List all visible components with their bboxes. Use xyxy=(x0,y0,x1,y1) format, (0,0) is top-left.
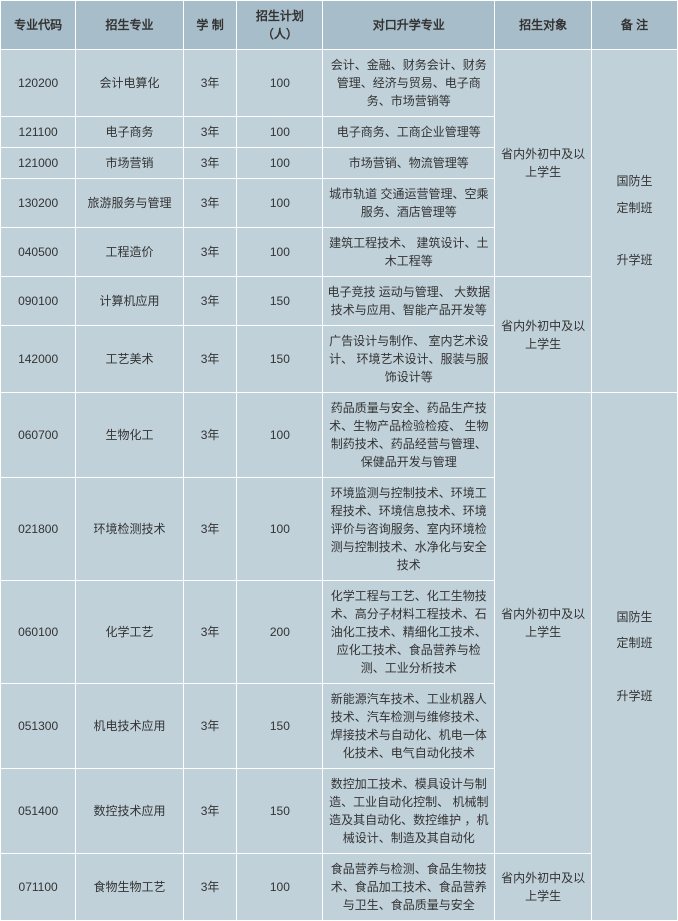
cell-code: 130200 xyxy=(1,179,76,228)
cell-pathway: 市场营销、物流管理等 xyxy=(323,148,495,179)
cell-code: 142000 xyxy=(1,326,76,393)
cell-code: 090100 xyxy=(1,277,76,326)
cell-pathway: 会计、金融、财务会计、财务管理、经济与贸易、电子商务、市场营销等 xyxy=(323,50,495,117)
header-plan: 招生计划（人） xyxy=(237,1,323,50)
cell-pathway: 环境监测与控制技术、环境工程技术、环境信息技术、环境评价与咨询服务、室内环境检测… xyxy=(323,478,495,581)
cell-pathway: 化学工程与工艺、化工生物技术、高分子材料工程技术、石油化工技术、精细化工技术、应… xyxy=(323,581,495,684)
cell-pathway: 药品质量与安全、药品生产技术、生物产品检验检疫、 生物制药技术、药品经营与管理、… xyxy=(323,393,495,478)
cell-target: 省内外初中及以上学生 xyxy=(495,50,592,277)
cell-plan: 100 xyxy=(237,854,323,921)
cell-plan: 150 xyxy=(237,277,323,326)
cell-plan: 200 xyxy=(237,581,323,684)
header-row: 专业代码 招生专业 学 制 招生计划（人） 对口升学专业 招生对象 备 注 xyxy=(1,1,678,50)
cell-major: 食物生物工艺 xyxy=(76,854,183,921)
cell-code: 021800 xyxy=(1,478,76,581)
cell-major: 环境检测技术 xyxy=(76,478,183,581)
table-row: 060700 生物化工 3年 100 药品质量与安全、药品生产技术、生物产品检验… xyxy=(1,393,678,478)
cell-pathway: 广告设计与制作、 室内艺术设计、 环境艺术设计、服装与服饰设计等 xyxy=(323,326,495,393)
cell-duration: 3年 xyxy=(183,854,237,921)
cell-target: 省内外初中及以上学生 xyxy=(495,393,592,854)
cell-code: 051400 xyxy=(1,769,76,854)
cell-plan: 100 xyxy=(237,393,323,478)
cell-plan: 100 xyxy=(237,148,323,179)
cell-pathway: 数控加工技术、模具设计与制造、工业自动化控制、 机械制造及其自动化、数控维护 ，… xyxy=(323,769,495,854)
remark-line1: 国防生 xyxy=(616,174,652,188)
cell-duration: 3年 xyxy=(183,50,237,117)
cell-pathway: 电子竞技 运动与管理、 大数据技术与应用、智能产品开发等 xyxy=(323,277,495,326)
cell-plan: 150 xyxy=(237,684,323,769)
cell-duration: 3年 xyxy=(183,117,237,148)
cell-duration: 3年 xyxy=(183,148,237,179)
cell-duration: 3年 xyxy=(183,478,237,581)
cell-target: 省内外初中及以上学生 xyxy=(495,277,592,393)
cell-pathway: 电子商务、工商企业管理等 xyxy=(323,117,495,148)
header-major: 招生专业 xyxy=(76,1,183,50)
cell-plan: 100 xyxy=(237,478,323,581)
cell-plan: 100 xyxy=(237,117,323,148)
cell-duration: 3年 xyxy=(183,684,237,769)
enrollment-table: 专业代码 招生专业 学 制 招生计划（人） 对口升学专业 招生对象 备 注 12… xyxy=(0,0,678,921)
cell-major: 机电技术应用 xyxy=(76,684,183,769)
cell-plan: 150 xyxy=(237,769,323,854)
cell-code: 040500 xyxy=(1,228,76,277)
cell-plan: 100 xyxy=(237,179,323,228)
cell-remark: 国防生定制班升学班 xyxy=(591,50,677,393)
header-code: 专业代码 xyxy=(1,1,76,50)
header-pathway: 对口升学专业 xyxy=(323,1,495,50)
cell-major: 工艺美术 xyxy=(76,326,183,393)
cell-major: 电子商务 xyxy=(76,117,183,148)
cell-code: 060100 xyxy=(1,581,76,684)
cell-code: 120200 xyxy=(1,50,76,117)
cell-duration: 3年 xyxy=(183,277,237,326)
cell-target: 省内外初中及以上学生 xyxy=(495,854,592,921)
remark-line1: 国防生 xyxy=(616,610,652,624)
cell-duration: 3年 xyxy=(183,769,237,854)
cell-pathway: 城市轨道 交通运营管理、空乘服务、酒店管理等 xyxy=(323,179,495,228)
cell-pathway: 新能源汽车技术、工业机器人技术、汽车检测与维修技术、焊接技术与自动化、机电一体化… xyxy=(323,684,495,769)
cell-major: 生物化工 xyxy=(76,393,183,478)
table-row: 120200 会计电算化 3年 100 会计、金融、财务会计、财务管理、经济与贸… xyxy=(1,50,678,117)
remark-line3: 升学班 xyxy=(616,689,652,703)
table-body: 120200 会计电算化 3年 100 会计、金融、财务会计、财务管理、经济与贸… xyxy=(1,50,678,921)
cell-code: 060700 xyxy=(1,393,76,478)
cell-major: 计算机应用 xyxy=(76,277,183,326)
remark-line2: 定制班 xyxy=(616,201,652,215)
cell-pathway: 建筑工程技术、 建筑设计、土木工程等 xyxy=(323,228,495,277)
cell-code: 121000 xyxy=(1,148,76,179)
cell-code: 051300 xyxy=(1,684,76,769)
cell-code: 121100 xyxy=(1,117,76,148)
cell-major: 会计电算化 xyxy=(76,50,183,117)
cell-duration: 3年 xyxy=(183,581,237,684)
header-duration: 学 制 xyxy=(183,1,237,50)
cell-pathway: 食品营养与检测、食品生物技术、食品加工技术、食品营养与卫生、食品质量与安全 xyxy=(323,854,495,921)
cell-code: 071100 xyxy=(1,854,76,921)
table-row: 090100 计算机应用 3年 150 电子竞技 运动与管理、 大数据技术与应用… xyxy=(1,277,678,326)
header-remark: 备 注 xyxy=(591,1,677,50)
cell-major: 旅游服务与管理 xyxy=(76,179,183,228)
remark-line2: 定制班 xyxy=(616,636,652,650)
cell-duration: 3年 xyxy=(183,179,237,228)
cell-duration: 3年 xyxy=(183,326,237,393)
header-target: 招生对象 xyxy=(495,1,592,50)
cell-duration: 3年 xyxy=(183,393,237,478)
cell-plan: 100 xyxy=(237,50,323,117)
remark-line3: 升学班 xyxy=(616,253,652,267)
cell-plan: 100 xyxy=(237,228,323,277)
table-row: 071100 食物生物工艺 3年 100 食品营养与检测、食品生物技术、食品加工… xyxy=(1,854,678,921)
cell-major: 数控技术应用 xyxy=(76,769,183,854)
cell-major: 化学工艺 xyxy=(76,581,183,684)
cell-plan: 150 xyxy=(237,326,323,393)
cell-major: 工程造价 xyxy=(76,228,183,277)
cell-remark: 国防生定制班升学班 xyxy=(591,393,677,921)
cell-duration: 3年 xyxy=(183,228,237,277)
cell-major: 市场营销 xyxy=(76,148,183,179)
